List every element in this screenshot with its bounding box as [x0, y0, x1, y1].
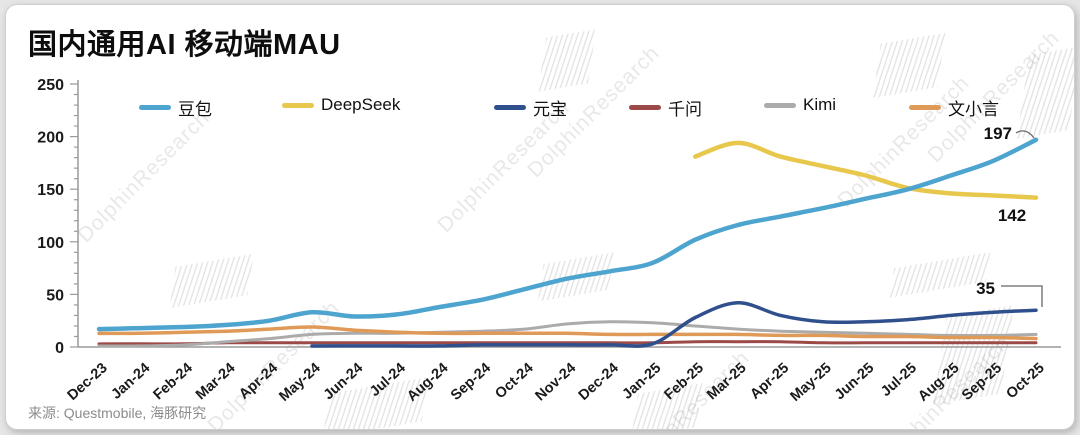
- annotation-value: 197: [984, 124, 1012, 143]
- legend-label: 千问: [668, 100, 702, 119]
- x-tick-label: Jul-24: [367, 360, 409, 400]
- legend-label: DeepSeek: [321, 95, 401, 114]
- x-tick-label: May-24: [276, 360, 323, 405]
- legend-item-Kimi: Kimi: [764, 95, 836, 115]
- legend-item-千问: 千问: [629, 95, 702, 120]
- series-line-千问: [97, 340, 1038, 346]
- legend-swatch-icon: [764, 102, 796, 108]
- series-line-豆包: [96, 137, 1039, 332]
- x-tick-label: Feb-25: [662, 360, 707, 403]
- y-tick-label: 200: [37, 130, 64, 147]
- x-tick-label: Feb-24: [150, 360, 195, 403]
- legend-swatch-icon: [494, 105, 526, 110]
- x-tick-label: Oct-25: [1003, 360, 1047, 402]
- legend-swatch-icon: [282, 102, 314, 108]
- legend-label: 文小言: [948, 100, 999, 119]
- legend-item-豆包: 豆包: [139, 95, 212, 120]
- annotation-connector: [1015, 130, 1035, 139]
- x-tick-label: Jan-24: [108, 360, 153, 403]
- x-tick-label: May-25: [787, 360, 834, 405]
- x-tick-label: Apr-25: [747, 360, 792, 403]
- x-tick-label: Jun-25: [832, 360, 877, 403]
- x-tick-label: Sep-25: [959, 360, 1005, 404]
- legend-label: Kimi: [803, 95, 837, 114]
- y-tick-label: 250: [37, 77, 64, 94]
- x-tick-label: Aug-25: [915, 360, 962, 405]
- x-tick-label: Sep-24: [448, 360, 494, 404]
- series-line-DeepSeek: [693, 140, 1039, 200]
- x-tick-label: Jun-24: [321, 360, 366, 403]
- series-line-元宝: [310, 301, 1038, 348]
- legend-label: 豆包: [178, 100, 212, 119]
- x-tick-label: Nov-24: [533, 360, 580, 404]
- x-tick-label: Mar-25: [704, 360, 749, 403]
- x-tick-label: Aug-24: [404, 360, 451, 405]
- annotation-value: 35: [976, 279, 995, 298]
- mau-line-chart: 050100150200250Dec-23Jan-24Feb-24Mar-24A…: [37, 77, 1061, 405]
- x-tick-label: Oct-24: [492, 360, 536, 402]
- x-tick-label: Jul-25: [878, 360, 920, 400]
- legend-swatch-icon: [629, 105, 661, 110]
- annotation-value: 142: [998, 206, 1026, 225]
- series-line-文小言: [97, 325, 1038, 341]
- x-tick-label: Mar-24: [193, 360, 238, 403]
- series-line-Kimi: [97, 320, 1038, 348]
- x-tick-label: Dec-24: [576, 360, 622, 404]
- legend-item-元宝: 元宝: [494, 95, 567, 120]
- legend-item-文小言: 文小言: [909, 95, 999, 120]
- legend-label: 元宝: [533, 100, 567, 119]
- y-tick-label: 100: [37, 235, 64, 252]
- x-tick-label: Jan-25: [620, 360, 665, 403]
- x-tick-label: Apr-24: [236, 360, 281, 403]
- y-tick-label: 0: [55, 340, 64, 357]
- legend-item-DeepSeek: DeepSeek: [282, 95, 400, 115]
- chart-title: 国内通用AI 移动端MAU: [28, 29, 341, 61]
- x-tick-label: Dec-23: [65, 360, 111, 404]
- legend-swatch-icon: [139, 105, 171, 110]
- chart-card: 国内通用AI 移动端MAU DolphinResearch DolphinRes…: [5, 4, 1075, 430]
- y-tick-label: 150: [37, 182, 64, 199]
- annotation-connector: [1001, 285, 1043, 307]
- y-tick-label: 50: [46, 287, 64, 304]
- source-note: 来源: Questmobile, 海豚研究: [28, 405, 207, 421]
- legend-swatch-icon: [909, 105, 941, 110]
